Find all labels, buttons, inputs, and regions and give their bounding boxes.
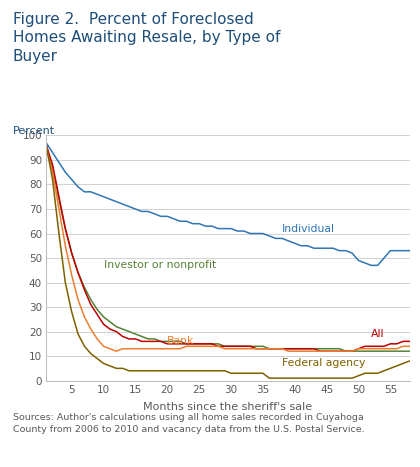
Text: Investor or nonprofit: Investor or nonprofit [104, 261, 216, 270]
Text: Sources: Author's calculations using all home sales recorded in Cuyahoga
County : Sources: Author's calculations using all… [13, 413, 364, 434]
Text: Individual: Individual [282, 224, 335, 234]
Text: Homes Awaiting Resale, by Type of: Homes Awaiting Resale, by Type of [13, 30, 280, 45]
Text: Buyer: Buyer [13, 49, 58, 64]
X-axis label: Months since the sheriff's sale: Months since the sheriff's sale [143, 402, 312, 412]
Text: Bank: Bank [167, 336, 195, 347]
Text: Figure 2.  Percent of Foreclosed: Figure 2. Percent of Foreclosed [13, 12, 253, 27]
Text: All: All [371, 329, 385, 339]
Text: Percent: Percent [13, 126, 55, 136]
Text: Federal agency: Federal agency [282, 359, 365, 368]
